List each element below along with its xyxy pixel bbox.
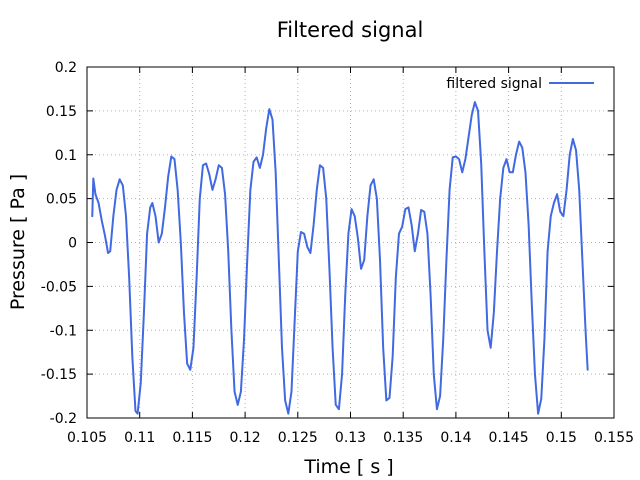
legend-label: filtered signal bbox=[446, 76, 542, 92]
y-tick-label: -0.1 bbox=[50, 323, 77, 339]
y-tick-label: 0 bbox=[68, 236, 77, 252]
chart-title: Filtered signal bbox=[277, 18, 424, 42]
legend: filtered signal bbox=[446, 76, 594, 92]
y-tick-label: 0.1 bbox=[55, 148, 77, 164]
y-tick-label: 0.05 bbox=[46, 192, 77, 208]
x-tick-label: 0.125 bbox=[278, 430, 318, 446]
y-tick-label: 0.15 bbox=[46, 104, 77, 120]
x-tick-label: 0.115 bbox=[172, 430, 212, 446]
y-axis-tick-labels: -0.2 -0.15 -0.1 -0.05 0 0.05 0.1 0.15 0.2 bbox=[41, 60, 77, 427]
x-tick-label: 0.11 bbox=[124, 430, 155, 446]
x-axis-tick-labels: 0.105 0.11 0.115 0.12 0.125 0.13 0.135 0.14 0.14… bbox=[67, 430, 634, 446]
y-tick-label: -0.2 bbox=[50, 411, 77, 427]
x-axis-label: Time [ s ] bbox=[303, 456, 393, 478]
y-tick-label: -0.05 bbox=[41, 279, 77, 295]
x-tick-label: 0.14 bbox=[440, 430, 471, 446]
plot-frame bbox=[86, 66, 615, 419]
x-tick-label: 0.145 bbox=[489, 430, 529, 446]
y-tick-label: 0.2 bbox=[55, 60, 77, 76]
x-tick-label: 0.135 bbox=[383, 430, 423, 446]
x-tick-label: 0.15 bbox=[546, 430, 577, 446]
x-tick-label: 0.12 bbox=[230, 430, 261, 446]
y-tick-label: -0.15 bbox=[41, 367, 77, 383]
x-tick-label: 0.155 bbox=[594, 430, 634, 446]
x-tick-label: 0.105 bbox=[67, 430, 107, 446]
x-tick-label: 0.13 bbox=[335, 430, 366, 446]
y-axis-label: Pressure [ Pa ] bbox=[7, 174, 29, 310]
series-line-filtered-signal bbox=[91, 101, 589, 415]
